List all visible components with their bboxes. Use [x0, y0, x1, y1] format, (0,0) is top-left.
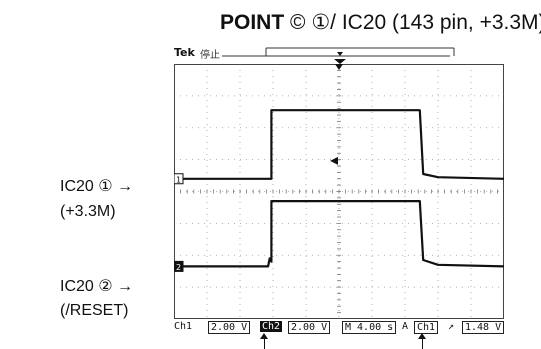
readout-trigger-mode: A: [402, 321, 409, 332]
readout-ch2: Ch2: [260, 321, 283, 332]
ch2-signal-label: IC20 ② →: [60, 276, 133, 296]
scope-readout: Ch1 2.00 V Ch2 2.00 V M 4.00 s A Ch1 ↗ 1…: [174, 321, 505, 334]
title-point: POINT: [220, 11, 285, 34]
ch1-level-marker-icon: ◂: [330, 152, 339, 169]
scope-header: Tek 停止: [174, 42, 504, 64]
ch1-signal-label: IC20 ① →: [60, 176, 133, 196]
trigger-slope-icon: ↗: [448, 321, 455, 332]
ch1-arrow-icon: →: [117, 178, 134, 195]
ch2-signal-desc: (/RESET): [60, 302, 129, 319]
acquisition-status: 停止: [200, 50, 220, 61]
ch1-signal-desc: (+3.3M): [60, 203, 116, 220]
channel-marker-label: 1: [176, 175, 181, 184]
channel-marker-label: 2: [176, 263, 181, 272]
readout-ch1-scale: 2.00 V: [208, 321, 251, 334]
readout-trigger-source: Ch1: [414, 321, 439, 334]
ch2-name: IC20 ②: [60, 278, 113, 295]
readout-ch1: Ch1: [174, 321, 193, 332]
readout-timebase: M 4.00 s: [342, 321, 397, 334]
record-view-bar: [222, 47, 455, 64]
trace-ch1: [174, 109, 504, 180]
trigger-position-icon: [337, 52, 343, 56]
trigger-marker-icon: [335, 64, 343, 70]
scope-brand: Tek: [174, 46, 195, 59]
trace-ch2: [174, 200, 504, 268]
channel-marker-1: 1: [174, 173, 184, 185]
readout-trigger-level: 1.48 V: [462, 321, 505, 334]
title-detail: © ①/ IC20 (143 pin, +3.3M), ②: [290, 11, 541, 34]
trigger-point-icon: [334, 59, 346, 64]
waveform-plot: 12: [174, 64, 504, 319]
channel-marker-2: 2: [174, 260, 184, 272]
readout-ch2-scale: 2.00 V: [288, 321, 331, 334]
ch2-arrow-icon: →: [117, 278, 134, 295]
page-title: POINT © ①/ IC20 (143 pin, +3.3M), ②: [220, 10, 541, 36]
ch1-name: IC20 ①: [60, 178, 113, 195]
